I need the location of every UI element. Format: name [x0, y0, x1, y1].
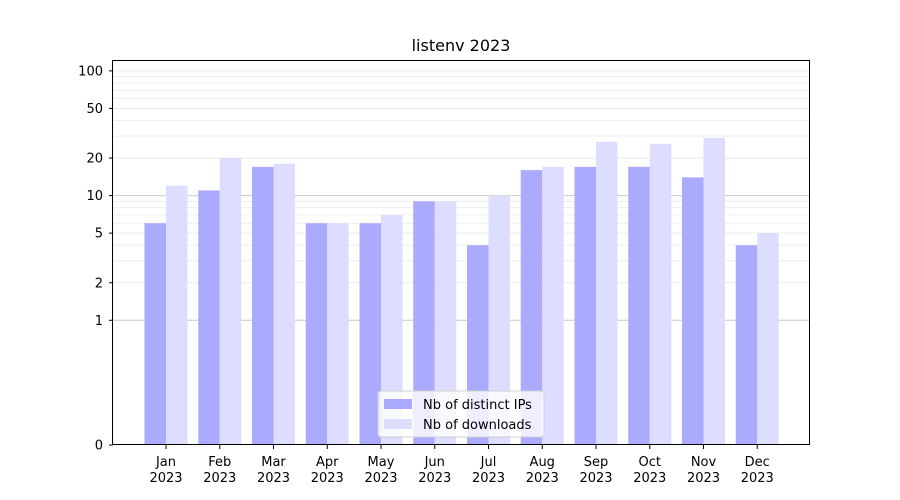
x-tick-label: May 2023: [364, 455, 397, 486]
bar-downloads: [703, 137, 725, 446]
bar-distinct-ips: [735, 245, 758, 445]
bar-downloads: [166, 185, 188, 445]
legend-box: [377, 390, 545, 438]
x-tick-label: Apr 2023: [311, 455, 344, 486]
bars: [144, 137, 779, 446]
x-tick-label: Jul 2023: [472, 455, 505, 486]
bar-distinct-ips: [359, 223, 381, 445]
bar-downloads: [649, 143, 672, 446]
bar-distinct-ips: [198, 190, 220, 445]
legend-swatch: [384, 399, 412, 409]
bar-distinct-ips: [305, 223, 328, 445]
x-tick-label: Dec 2023: [741, 455, 774, 486]
x-tick-label: Jun 2023: [418, 455, 451, 486]
y-tick-label: 10: [86, 189, 103, 204]
plot-frame: [112, 60, 810, 445]
legend: Nb of distinct IPs Nb of downloads: [377, 390, 545, 438]
y-tick-label: 5: [95, 227, 103, 242]
y-tick-label: 100: [78, 64, 103, 79]
y-tick-label: 2: [95, 276, 103, 291]
bar-distinct-ips: [628, 166, 650, 445]
y-tick-label: 1: [95, 314, 103, 329]
y-tick-label: 0: [95, 439, 103, 454]
bar-distinct-ips: [413, 201, 435, 445]
bar-distinct-ips: [252, 166, 274, 445]
bar-downloads: [434, 201, 457, 445]
x-tick-label: Jan 2023: [149, 455, 182, 486]
y-axis-ticks: 0 1 2 5 10 20 50 100: [78, 64, 113, 454]
bar-downloads: [542, 166, 564, 445]
bar-downloads: [273, 163, 295, 445]
bar-downloads: [327, 223, 349, 445]
x-tick-label: Aug 2023: [526, 455, 559, 486]
bar-downloads: [596, 141, 618, 445]
bar-downloads: [757, 233, 779, 445]
legend-label: Nb of distinct IPs: [423, 398, 532, 413]
x-tick-label: Feb 2023: [203, 455, 236, 486]
x-tick-label: Mar 2023: [257, 455, 290, 486]
x-tick-label: Nov 2023: [687, 455, 720, 486]
legend-label: Nb of downloads: [423, 418, 532, 433]
chart-title: listenv 2023: [412, 36, 511, 55]
legend-swatch: [384, 419, 412, 429]
bar-distinct-ips: [574, 166, 596, 445]
x-tick-label: Sep 2023: [579, 455, 612, 486]
bar-downloads: [488, 195, 510, 445]
bar-distinct-ips: [520, 170, 543, 445]
y-tick-label: 20: [86, 152, 103, 167]
bar-downloads: [381, 214, 403, 445]
bar-distinct-ips: [682, 177, 704, 445]
x-axis-ticks: Jan 2023 Feb 2023 Mar 2023 Apr 2023 May 2023 Jun 20…: [149, 445, 774, 486]
y-tick-label: 50: [86, 102, 103, 117]
bar-downloads: [219, 158, 242, 445]
bar-distinct-ips: [144, 223, 166, 445]
x-tick-label: Oct 2023: [633, 455, 666, 486]
